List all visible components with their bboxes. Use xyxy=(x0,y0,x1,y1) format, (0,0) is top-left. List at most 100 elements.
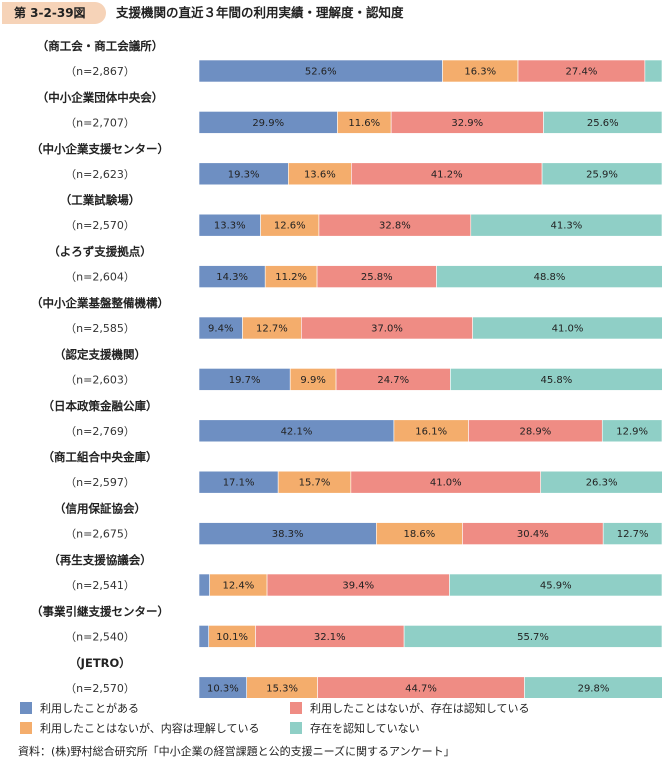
data-label: 25.6% xyxy=(587,118,619,129)
data-label: 39.4% xyxy=(342,581,374,592)
sample-size-label: （n=2,675） xyxy=(65,528,135,541)
data-label: 41.3% xyxy=(550,221,582,232)
data-label: 25.9% xyxy=(586,169,618,180)
sample-size-label: （n=2,604） xyxy=(65,271,135,284)
bar-segment-unknown xyxy=(450,368,662,391)
source-note: 資料：(株)野村総合研究所「中小企業の経営課題と公的支援ニーズに関するアンケート… xyxy=(18,745,455,758)
sample-size-label: （n=2,540） xyxy=(65,630,135,643)
bar-segment-used xyxy=(198,573,210,597)
category-label: （中小企業基盤整備機構） xyxy=(31,296,169,310)
data-label: 19.7% xyxy=(229,375,261,386)
bar-segment-unknown xyxy=(541,162,662,186)
data-label: 18.6% xyxy=(403,529,435,540)
category-label: （信用保証協会） xyxy=(54,502,146,516)
legend-label-known: 利用したことはないが、存在は認知している xyxy=(310,702,530,715)
bar-segment-unknown xyxy=(403,625,662,648)
data-label: 28.9% xyxy=(519,426,551,437)
data-label: 15.7% xyxy=(299,478,331,489)
sample-size-label: （n=2,570） xyxy=(65,682,135,695)
category-label: （工業試験場） xyxy=(60,193,141,207)
category-label: （商工組合中央金庫） xyxy=(43,450,158,464)
data-label: 42.1% xyxy=(281,426,313,437)
bar-segment-unknown xyxy=(436,265,662,288)
bar-segment-used xyxy=(198,625,210,648)
data-label: 10.3% xyxy=(207,683,239,694)
legend-swatch-used xyxy=(20,702,32,714)
data-label: 11.2% xyxy=(275,272,307,283)
data-label: 12.6% xyxy=(274,221,306,232)
category-label: （日本政策金融公庫） xyxy=(43,399,158,413)
sample-size-label: （n=2,570） xyxy=(65,219,135,232)
data-label: 48.8% xyxy=(534,272,566,283)
sample-size-label: （n=2,585） xyxy=(65,322,135,335)
data-label: 45.9% xyxy=(540,581,572,592)
data-label: 29.8% xyxy=(578,683,610,694)
figure-title: 支援機関の直近３年間の利用実績・理解度・認知度 xyxy=(116,5,404,20)
figure-number-badge: 第 3-2-39図 xyxy=(2,2,106,24)
legend-label-understood: 利用したことはないが、内容は理解している xyxy=(40,722,260,735)
category-label: （JETRO） xyxy=(69,656,131,670)
data-label: 12.7% xyxy=(256,324,288,335)
data-label: 13.6% xyxy=(304,169,336,180)
data-label: 10.1% xyxy=(216,632,248,643)
sample-size-label: （n=2,597） xyxy=(65,476,135,489)
data-label: 14.3% xyxy=(216,272,248,283)
data-label: 37.0% xyxy=(371,324,403,335)
bar-segment-unknown xyxy=(540,470,662,494)
legend-item-used: 利用したことがある xyxy=(20,702,139,718)
sample-size-label: （n=2,707） xyxy=(65,116,135,129)
sample-size-label: （n=2,623） xyxy=(65,168,135,181)
data-label: 30.4% xyxy=(517,529,549,540)
data-label: 16.1% xyxy=(415,426,447,437)
data-label: 41.2% xyxy=(431,169,463,180)
data-label: 19.3% xyxy=(228,169,260,180)
sample-size-label: （n=2,769） xyxy=(65,425,135,438)
data-label: 45.8% xyxy=(541,375,573,386)
legend-item-unknown: 存在を認知していない xyxy=(290,722,420,738)
data-label: 26.3% xyxy=(586,478,618,489)
legend-swatch-known xyxy=(290,702,302,714)
data-label: 55.7% xyxy=(517,632,549,643)
category-label: （中小企業団体中央会） xyxy=(37,90,164,104)
bar-segment-unknown xyxy=(601,419,662,443)
data-label: 15.3% xyxy=(266,683,298,694)
category-label: （認定支援機関） xyxy=(54,347,146,361)
data-label: 41.0% xyxy=(552,324,584,335)
data-label: 38.3% xyxy=(272,529,304,540)
data-label: 44.7% xyxy=(405,683,437,694)
data-label: 9.4% xyxy=(208,324,233,335)
sample-size-label: （n=2,541） xyxy=(65,579,135,592)
bar-segment-unknown xyxy=(470,213,662,237)
data-label: 24.7% xyxy=(377,375,409,386)
category-label: （再生支援協議会） xyxy=(48,553,152,567)
data-label: 25.8% xyxy=(361,272,393,283)
category-label: （よろず支援拠点） xyxy=(48,245,152,259)
data-label: 12.7% xyxy=(617,529,649,540)
legend-item-known: 利用したことはないが、存在は認知している xyxy=(290,702,529,718)
figure-header: 第 3-2-39図 支援機関の直近３年間の利用実績・理解度・認知度 xyxy=(0,0,662,28)
data-label: 17.1% xyxy=(223,478,255,489)
chart-legend: 利用したことがある 利用したことはないが、存在は認知している 利用したことはない… xyxy=(20,702,640,738)
data-label: 29.9% xyxy=(252,118,284,129)
data-label: 9.9% xyxy=(300,375,325,386)
stacked-bar-chart: （商工会・商工会議所） （n=2,867） 52.6% 16.3% 27.4% （中小企業… xyxy=(31,39,662,698)
category-label: （商工会・商工会議所） xyxy=(37,39,164,53)
data-label: 27.4% xyxy=(566,67,598,78)
data-label: 13.3% xyxy=(214,221,246,232)
data-label: 41.0% xyxy=(430,478,462,489)
data-label: 11.6% xyxy=(348,118,380,129)
bar-segment-unknown xyxy=(644,59,662,83)
data-label: 32.1% xyxy=(314,632,346,643)
legend-swatch-understood xyxy=(20,722,32,734)
sample-size-label: （n=2,867） xyxy=(65,65,135,78)
data-label: 12.4% xyxy=(222,581,254,592)
data-label: 52.6% xyxy=(305,67,337,78)
legend-label-unknown: 存在を認知していない xyxy=(310,722,420,735)
data-label: 16.3% xyxy=(464,67,496,78)
legend-item-understood: 利用したことはないが、内容は理解している xyxy=(20,722,259,738)
data-label: 32.8% xyxy=(379,221,411,232)
bar-segment-unknown xyxy=(524,676,662,698)
bar-segment-unknown xyxy=(449,573,662,597)
legend-swatch-unknown xyxy=(290,722,302,734)
category-label: （事業引継支援センター） xyxy=(31,604,169,618)
